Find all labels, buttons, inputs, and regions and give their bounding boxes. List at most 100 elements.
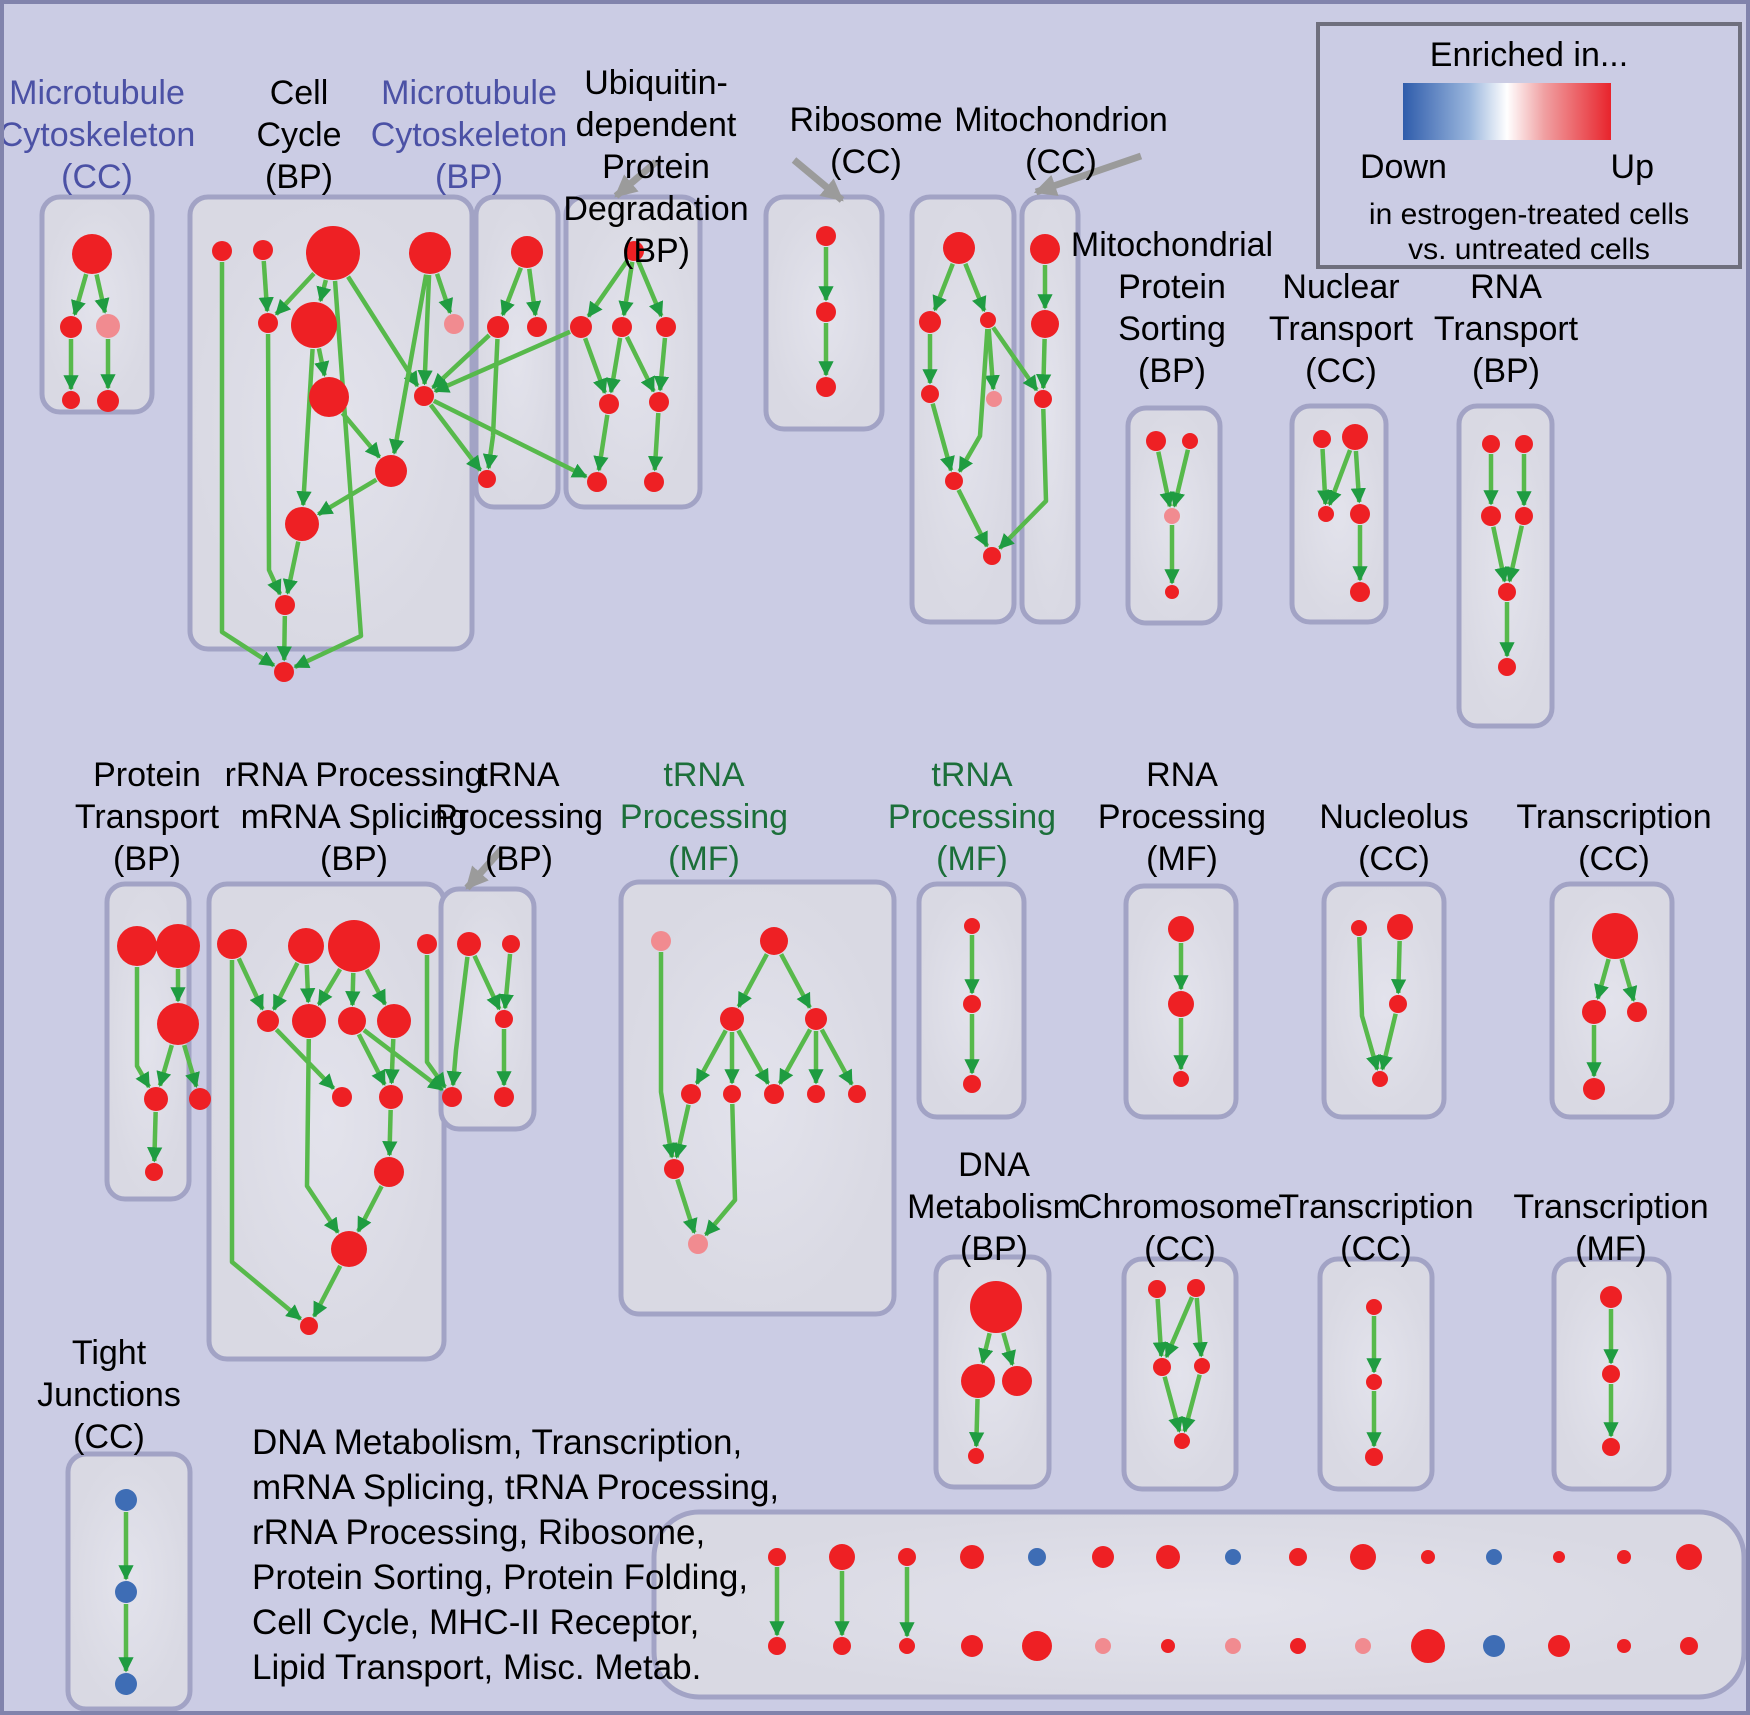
graph-edge [658, 952, 678, 1159]
graph-node-red [189, 1088, 211, 1110]
graph-node-red [1617, 1550, 1631, 1564]
graph-node-red [833, 1637, 851, 1655]
graph-node-red [983, 547, 1001, 565]
graph-node-red [1387, 914, 1413, 940]
legend: Enriched in... Down Up in estrogen-treat… [1316, 22, 1742, 269]
graph-node-red [478, 470, 496, 488]
group-label-pt: Protein Transport (BP) [75, 754, 219, 880]
graph-edge [356, 1185, 384, 1233]
group-label-line: Ribosome [789, 101, 943, 139]
graph-node-red [377, 1004, 411, 1038]
graph-node-red [963, 995, 981, 1013]
graph-edge [472, 954, 502, 1011]
group-label-line: Nuclear [1282, 268, 1400, 306]
graph-edge [779, 953, 812, 1009]
graph-edge [300, 964, 316, 1004]
graph-node-red [72, 234, 112, 274]
graph-node-red [1411, 1629, 1445, 1663]
graph-node-red [1168, 916, 1194, 942]
graph-node-red [1194, 1358, 1210, 1374]
group-box-tmf [618, 879, 897, 1317]
group-label-chrm: Chromosome (CC) [1078, 1186, 1282, 1270]
graph-edge [346, 275, 420, 388]
graph-edge [384, 1038, 400, 1085]
graph-node-red [291, 302, 337, 348]
graph-edge [636, 260, 664, 318]
graph-edge [258, 260, 274, 313]
graph-node-red [1030, 234, 1060, 264]
graph-node-red [1583, 1078, 1605, 1100]
group-label-line: Protein [93, 756, 201, 794]
graph-node-red [144, 1087, 168, 1111]
graph-edge [134, 967, 151, 1089]
graph-node-red [723, 1085, 741, 1103]
graph-edge [1378, 1013, 1398, 1071]
graph-node-pink [1225, 1638, 1241, 1654]
graph-node-red [816, 302, 836, 322]
misc-text-line: DNA Metabolism, Transcription, [252, 1423, 743, 1462]
graph-node-red [1350, 1544, 1376, 1570]
graph-edge [312, 1264, 343, 1318]
graph-edge [1619, 958, 1638, 1002]
graph-node-red [117, 926, 157, 966]
group-label-line: Cell [269, 74, 329, 112]
group-label-nuct: Nuclear Transport (CC) [1269, 266, 1413, 392]
group-label-line: (BP) [484, 840, 553, 878]
group-label-line: Processing [619, 798, 789, 836]
graph-node-red [1318, 506, 1334, 522]
graph-edge [624, 335, 656, 393]
group-label-dnam: DNA Metabolism (BP) [907, 1144, 1081, 1270]
graph-node-red [960, 1545, 984, 1569]
group-label-mt_cc: Microtubule Cytoskeleton (CC) [4, 72, 195, 198]
group-label-line: Processing [1097, 798, 1267, 836]
graph-node-pink [651, 931, 671, 951]
group-label-rnap: RNA Processing (MF) [1098, 754, 1266, 880]
graph-edge [593, 414, 610, 472]
graph-node-red [1313, 430, 1331, 448]
graph-edge [1504, 525, 1525, 583]
graph-node-red [457, 932, 481, 956]
graph-edge [957, 328, 990, 473]
legend-up-label: Up [1610, 148, 1654, 186]
graph-edge [526, 268, 542, 317]
legend-endpoints: Down Up [1360, 148, 1654, 187]
group-label-line: Chromosome [1077, 1188, 1283, 1226]
graph-node-red [60, 316, 82, 338]
cross-box-edge [433, 329, 571, 394]
graph-edge [229, 960, 302, 1321]
graph-node-red [309, 377, 349, 417]
graph-node-red [217, 929, 247, 959]
group-label-line: (CC) [1025, 143, 1097, 181]
group-label-line: (CC) [1578, 840, 1650, 878]
graph-node-red [649, 392, 669, 412]
graph-node-red [274, 662, 294, 682]
misc-text-line: rRNA Processing, Ribosome, [252, 1513, 706, 1552]
graph-node-red [1161, 1639, 1175, 1653]
group-label-nucl: Nucleolus (CC) [1319, 796, 1468, 880]
graph-node-red [527, 317, 547, 337]
graph-node-red [338, 1007, 366, 1035]
graph-edge [1152, 1298, 1169, 1358]
group-box-nuct [1289, 403, 1389, 625]
graph-edge [446, 956, 470, 1087]
graph-node-red [807, 1085, 825, 1103]
graph-node-pink [1355, 1638, 1371, 1654]
label-pointer-arrow [791, 157, 845, 203]
graph-node-red [760, 927, 788, 955]
group-label-line: (CC) [61, 158, 133, 196]
group-label-line: Protein [602, 148, 710, 186]
group-label-line: Tight [71, 1334, 147, 1372]
graph-edge [675, 1178, 698, 1235]
graph-node-blue [115, 1581, 137, 1603]
misc-text-line: Lipid Transport, Misc. Metab. [252, 1648, 702, 1687]
graph-node-red [764, 1084, 784, 1104]
legend-subtitle-2: vs. untreated cells [1408, 233, 1650, 266]
graph-edge [274, 1028, 336, 1090]
graph-node-red [275, 595, 295, 615]
graph-node-red [1173, 1071, 1189, 1087]
graph-node-red [374, 1157, 404, 1187]
graph-node-red [961, 1635, 983, 1657]
group-label-line: (MF) [936, 840, 1008, 878]
group-label-line: (CC) [1305, 352, 1377, 390]
graph-node-red [1676, 1544, 1702, 1570]
